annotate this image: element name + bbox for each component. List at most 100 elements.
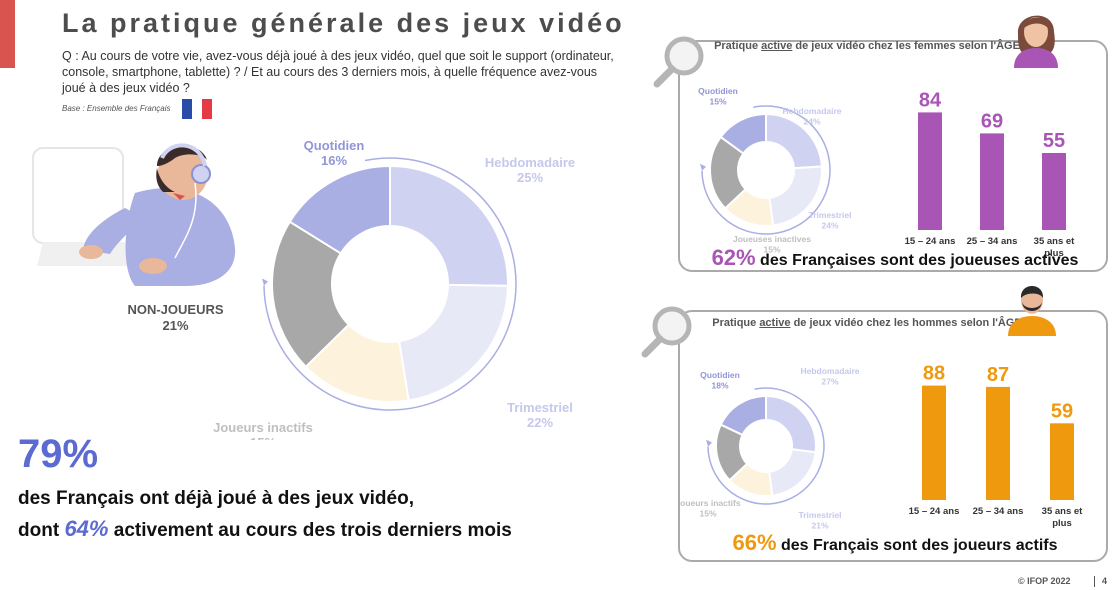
main-donut-value-3: 22% bbox=[527, 415, 553, 430]
women-donut-label-3: Trimestriel bbox=[809, 210, 852, 220]
men-title-post: de jeux vidéo chez les hommes selon l'ÂG… bbox=[790, 317, 1022, 329]
women-donut-label-2: Hebdomadaire bbox=[782, 106, 841, 116]
men-donut-label-2: Hebdomadaire bbox=[800, 366, 859, 376]
women-category-label-2: 25 – 34 ans bbox=[967, 236, 1018, 247]
women-footer-percentage: 62% bbox=[711, 245, 756, 270]
main-donut-value-1: 16% bbox=[321, 153, 347, 168]
men-donut-slice-3 bbox=[768, 448, 817, 497]
summary-line-1: des Français ont déjà joué à des jeux vi… bbox=[18, 488, 414, 509]
men-donut-value-4: 15% bbox=[699, 509, 716, 519]
women-category-label-3: 35 ans et bbox=[1034, 236, 1075, 247]
men-bar-value-1: 88 bbox=[923, 363, 945, 385]
main-donut-label-4: Joueurs inactifs bbox=[213, 420, 313, 435]
women-footer: 62% des Françaises sont des joueuses act… bbox=[680, 245, 1110, 271]
men-footer-percentage: 66% bbox=[732, 530, 777, 555]
main-donut-label-3: Trimestriel bbox=[507, 400, 573, 415]
headline-summary: des Français ont déjà joué à des jeux vi… bbox=[18, 484, 578, 546]
summary-line-2-pre: dont bbox=[18, 520, 65, 541]
men-donut-value-2: 27% bbox=[821, 377, 838, 387]
men-footer: 66% des Français sont des joueurs actifs bbox=[680, 530, 1110, 556]
women-donut-value-3: 24% bbox=[821, 221, 838, 231]
flag-stripe-red bbox=[202, 99, 212, 119]
men-panel: Pratique active de jeux vidéo chez les h… bbox=[678, 310, 1108, 562]
main-donut-label-1: Quotidien bbox=[304, 138, 365, 153]
women-donut-slice-5 bbox=[709, 135, 748, 210]
main-donut-value-4: 15% bbox=[250, 435, 276, 440]
flag-stripe-blue bbox=[182, 99, 192, 119]
summary-line-2-post: activement au cours des trois derniers m… bbox=[108, 520, 512, 541]
women-footer-text: des Françaises sont des joueuses actives bbox=[755, 252, 1079, 269]
women-panel: Pratique active de jeux vidéo chez les f… bbox=[678, 40, 1108, 272]
men-bar-2 bbox=[986, 386, 1010, 500]
women-title-pre: Pratique bbox=[714, 40, 762, 52]
women-bar-value-2: 69 bbox=[981, 110, 1003, 132]
main-donut-slice-3 bbox=[398, 283, 510, 402]
men-panel-title: Pratique active de jeux vidéo chez les h… bbox=[692, 316, 1042, 330]
non-joueurs-label: NON-JOUEURS 21% bbox=[118, 302, 233, 334]
survey-question: Q : Au cours de votre vie, avez-vous déj… bbox=[62, 49, 614, 95]
men-bar-value-2: 87 bbox=[987, 364, 1009, 386]
summary-line-2: dont 64% activement au cours des trois d… bbox=[18, 514, 578, 546]
main-donut-guide-arc bbox=[263, 157, 517, 411]
non-joueurs-title: NON-JOUEURS bbox=[127, 302, 224, 317]
women-donut-value-4: 15% bbox=[763, 245, 780, 255]
women-title-post: de jeux vidéo chez les femmes selon l'ÂG… bbox=[792, 40, 1020, 52]
women-title-active: active bbox=[761, 40, 793, 52]
women-donut-value-1: 15% bbox=[709, 97, 726, 107]
women-donut-guide-arrow-icon bbox=[700, 163, 707, 171]
men-donut-slice-2 bbox=[765, 394, 817, 454]
men-donut-label-1: Quotidien bbox=[700, 370, 740, 380]
men-footer-text: des Français sont des joueurs actifs bbox=[776, 537, 1058, 554]
main-donut-slice-2 bbox=[389, 164, 509, 287]
men-title-pre: Pratique bbox=[712, 317, 760, 329]
men-category-label-1: 15 – 24 ans bbox=[909, 506, 960, 517]
magnifier-icon-men bbox=[641, 306, 692, 358]
women-category-label-1: 15 – 24 ans bbox=[905, 236, 956, 247]
women-bar-value-1: 84 bbox=[919, 89, 942, 111]
non-joueurs-value: 21% bbox=[162, 318, 189, 333]
men-donut-value-3: 21% bbox=[811, 521, 828, 531]
women-bar-1 bbox=[918, 112, 942, 230]
men-donut-value-1: 18% bbox=[711, 381, 728, 391]
france-flag-icon bbox=[182, 99, 212, 119]
women-category-label-3: plus bbox=[1044, 248, 1064, 259]
women-panel-title: Pratique active de jeux vidéo chez les f… bbox=[692, 39, 1042, 53]
women-bar-2 bbox=[980, 133, 1004, 230]
women-charts: Quotidien15%Hebdomadaire24%Trimestriel24… bbox=[698, 86, 1075, 259]
men-category-label-3: 35 ans et bbox=[1042, 506, 1083, 517]
woman-avatar-icon bbox=[1014, 15, 1058, 68]
men-donut-label-3: Trimestriel bbox=[799, 510, 842, 520]
men-bar-3 bbox=[1050, 423, 1074, 500]
women-bar-3 bbox=[1042, 153, 1066, 230]
men-donut-label-4: Joueurs inactifs bbox=[680, 498, 741, 508]
copyright: © IFOP 2022 bbox=[1018, 576, 1071, 586]
main-donut-label-2: Hebdomadaire bbox=[485, 155, 575, 170]
women-donut-label-1: Quotidien bbox=[698, 86, 738, 96]
men-category-label-3: plus bbox=[1052, 518, 1072, 529]
women-donut-value-2: 24% bbox=[803, 117, 820, 127]
page-number: 4 bbox=[1094, 576, 1107, 587]
survey-base: Base : Ensemble des Français bbox=[62, 104, 171, 113]
men-donut-guide-arc bbox=[707, 387, 825, 505]
men-donut-guide-arrow-icon bbox=[706, 439, 713, 447]
magnifier-icon bbox=[653, 36, 704, 88]
men-donut-slice-5 bbox=[715, 423, 749, 482]
men-title-active: active bbox=[759, 317, 791, 329]
headline-percentage: 79% bbox=[18, 432, 99, 476]
men-category-label-2: 25 – 34 ans bbox=[973, 506, 1024, 517]
women-donut-label-4: Joueuses inactives bbox=[733, 234, 811, 244]
accent-bar bbox=[0, 0, 15, 68]
men-bar-1 bbox=[922, 385, 946, 500]
main-donut-guide-arrow-icon bbox=[262, 278, 269, 286]
main-donut-value-2: 25% bbox=[517, 170, 543, 185]
page-title: La pratique générale des jeux vidéo bbox=[62, 8, 625, 38]
women-donut-guide-arc bbox=[701, 105, 831, 235]
man-avatar-icon bbox=[1008, 286, 1056, 336]
gamer-illustration bbox=[32, 143, 236, 286]
flag-stripe-white bbox=[192, 99, 202, 119]
main-donut-slice-5 bbox=[271, 220, 351, 369]
summary-active-percentage: 64% bbox=[64, 516, 109, 541]
men-bar-value-3: 59 bbox=[1051, 400, 1073, 422]
